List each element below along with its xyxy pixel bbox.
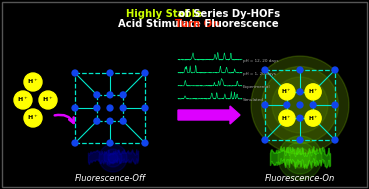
Circle shape [94,105,100,111]
Circle shape [24,109,42,127]
Circle shape [297,89,303,95]
Circle shape [310,115,316,121]
Text: Simulated: Simulated [243,98,264,102]
Text: Fluorescence-On: Fluorescence-On [265,174,335,183]
Circle shape [142,105,148,111]
Circle shape [278,136,322,180]
Circle shape [72,140,78,146]
Circle shape [297,67,303,73]
Text: Turn On: Turn On [175,19,219,29]
Circle shape [94,92,100,98]
Circle shape [279,110,295,126]
Bar [75,73,145,143]
Circle shape [290,148,310,168]
Circle shape [272,77,328,133]
Circle shape [297,102,303,108]
Text: H$^+$: H$^+$ [27,77,39,86]
Circle shape [284,102,290,108]
Circle shape [108,153,118,163]
Circle shape [72,70,78,76]
Text: H$^+$: H$^+$ [308,114,318,123]
Circle shape [332,137,338,143]
Text: H$^+$: H$^+$ [282,114,292,123]
Circle shape [305,110,321,126]
Circle shape [305,84,321,100]
Circle shape [297,115,303,121]
Circle shape [94,118,100,124]
FancyArrow shape [178,106,240,124]
Circle shape [279,84,295,100]
Circle shape [251,56,349,154]
Text: pH = 1, 20 days: pH = 1, 20 days [243,72,276,76]
Text: Fluorescence: Fluorescence [201,19,279,29]
Circle shape [262,67,268,73]
Circle shape [332,67,338,73]
Bar [287,92,313,118]
FancyArrowPatch shape [55,115,74,123]
Text: Highly Stable: Highly Stable [126,9,202,19]
Circle shape [310,102,316,108]
Text: Experimental: Experimental [243,85,270,89]
Circle shape [107,70,113,76]
Circle shape [107,140,113,146]
Text: H$^+$: H$^+$ [308,88,318,96]
Circle shape [284,89,290,95]
Circle shape [99,144,127,172]
Circle shape [120,105,126,111]
Text: H$^+$: H$^+$ [282,88,292,96]
Circle shape [24,73,42,91]
Circle shape [262,67,338,143]
Circle shape [262,102,268,108]
Text: H$^+$: H$^+$ [27,114,39,122]
Circle shape [107,92,113,98]
Circle shape [72,105,78,111]
Circle shape [332,102,338,108]
Text: Fluorescence-Off: Fluorescence-Off [75,174,145,183]
Circle shape [107,118,113,124]
Bar [97,95,123,121]
Circle shape [310,89,316,95]
Text: Acid Stimulate: Acid Stimulate [118,19,205,29]
Circle shape [120,92,126,98]
Circle shape [142,140,148,146]
Bar [265,70,335,140]
Circle shape [284,115,290,121]
Text: H$^+$: H$^+$ [42,96,54,105]
Circle shape [120,118,126,124]
Circle shape [142,70,148,76]
Text: of Series Dy-HOFs: of Series Dy-HOFs [175,9,280,19]
Circle shape [284,142,316,174]
Circle shape [39,91,57,109]
Text: H$^+$: H$^+$ [17,96,29,105]
Text: pH = 12, 20 days: pH = 12, 20 days [243,59,279,63]
Circle shape [297,137,303,143]
Circle shape [104,149,122,167]
Circle shape [14,91,32,109]
Circle shape [107,105,113,111]
Circle shape [262,137,268,143]
